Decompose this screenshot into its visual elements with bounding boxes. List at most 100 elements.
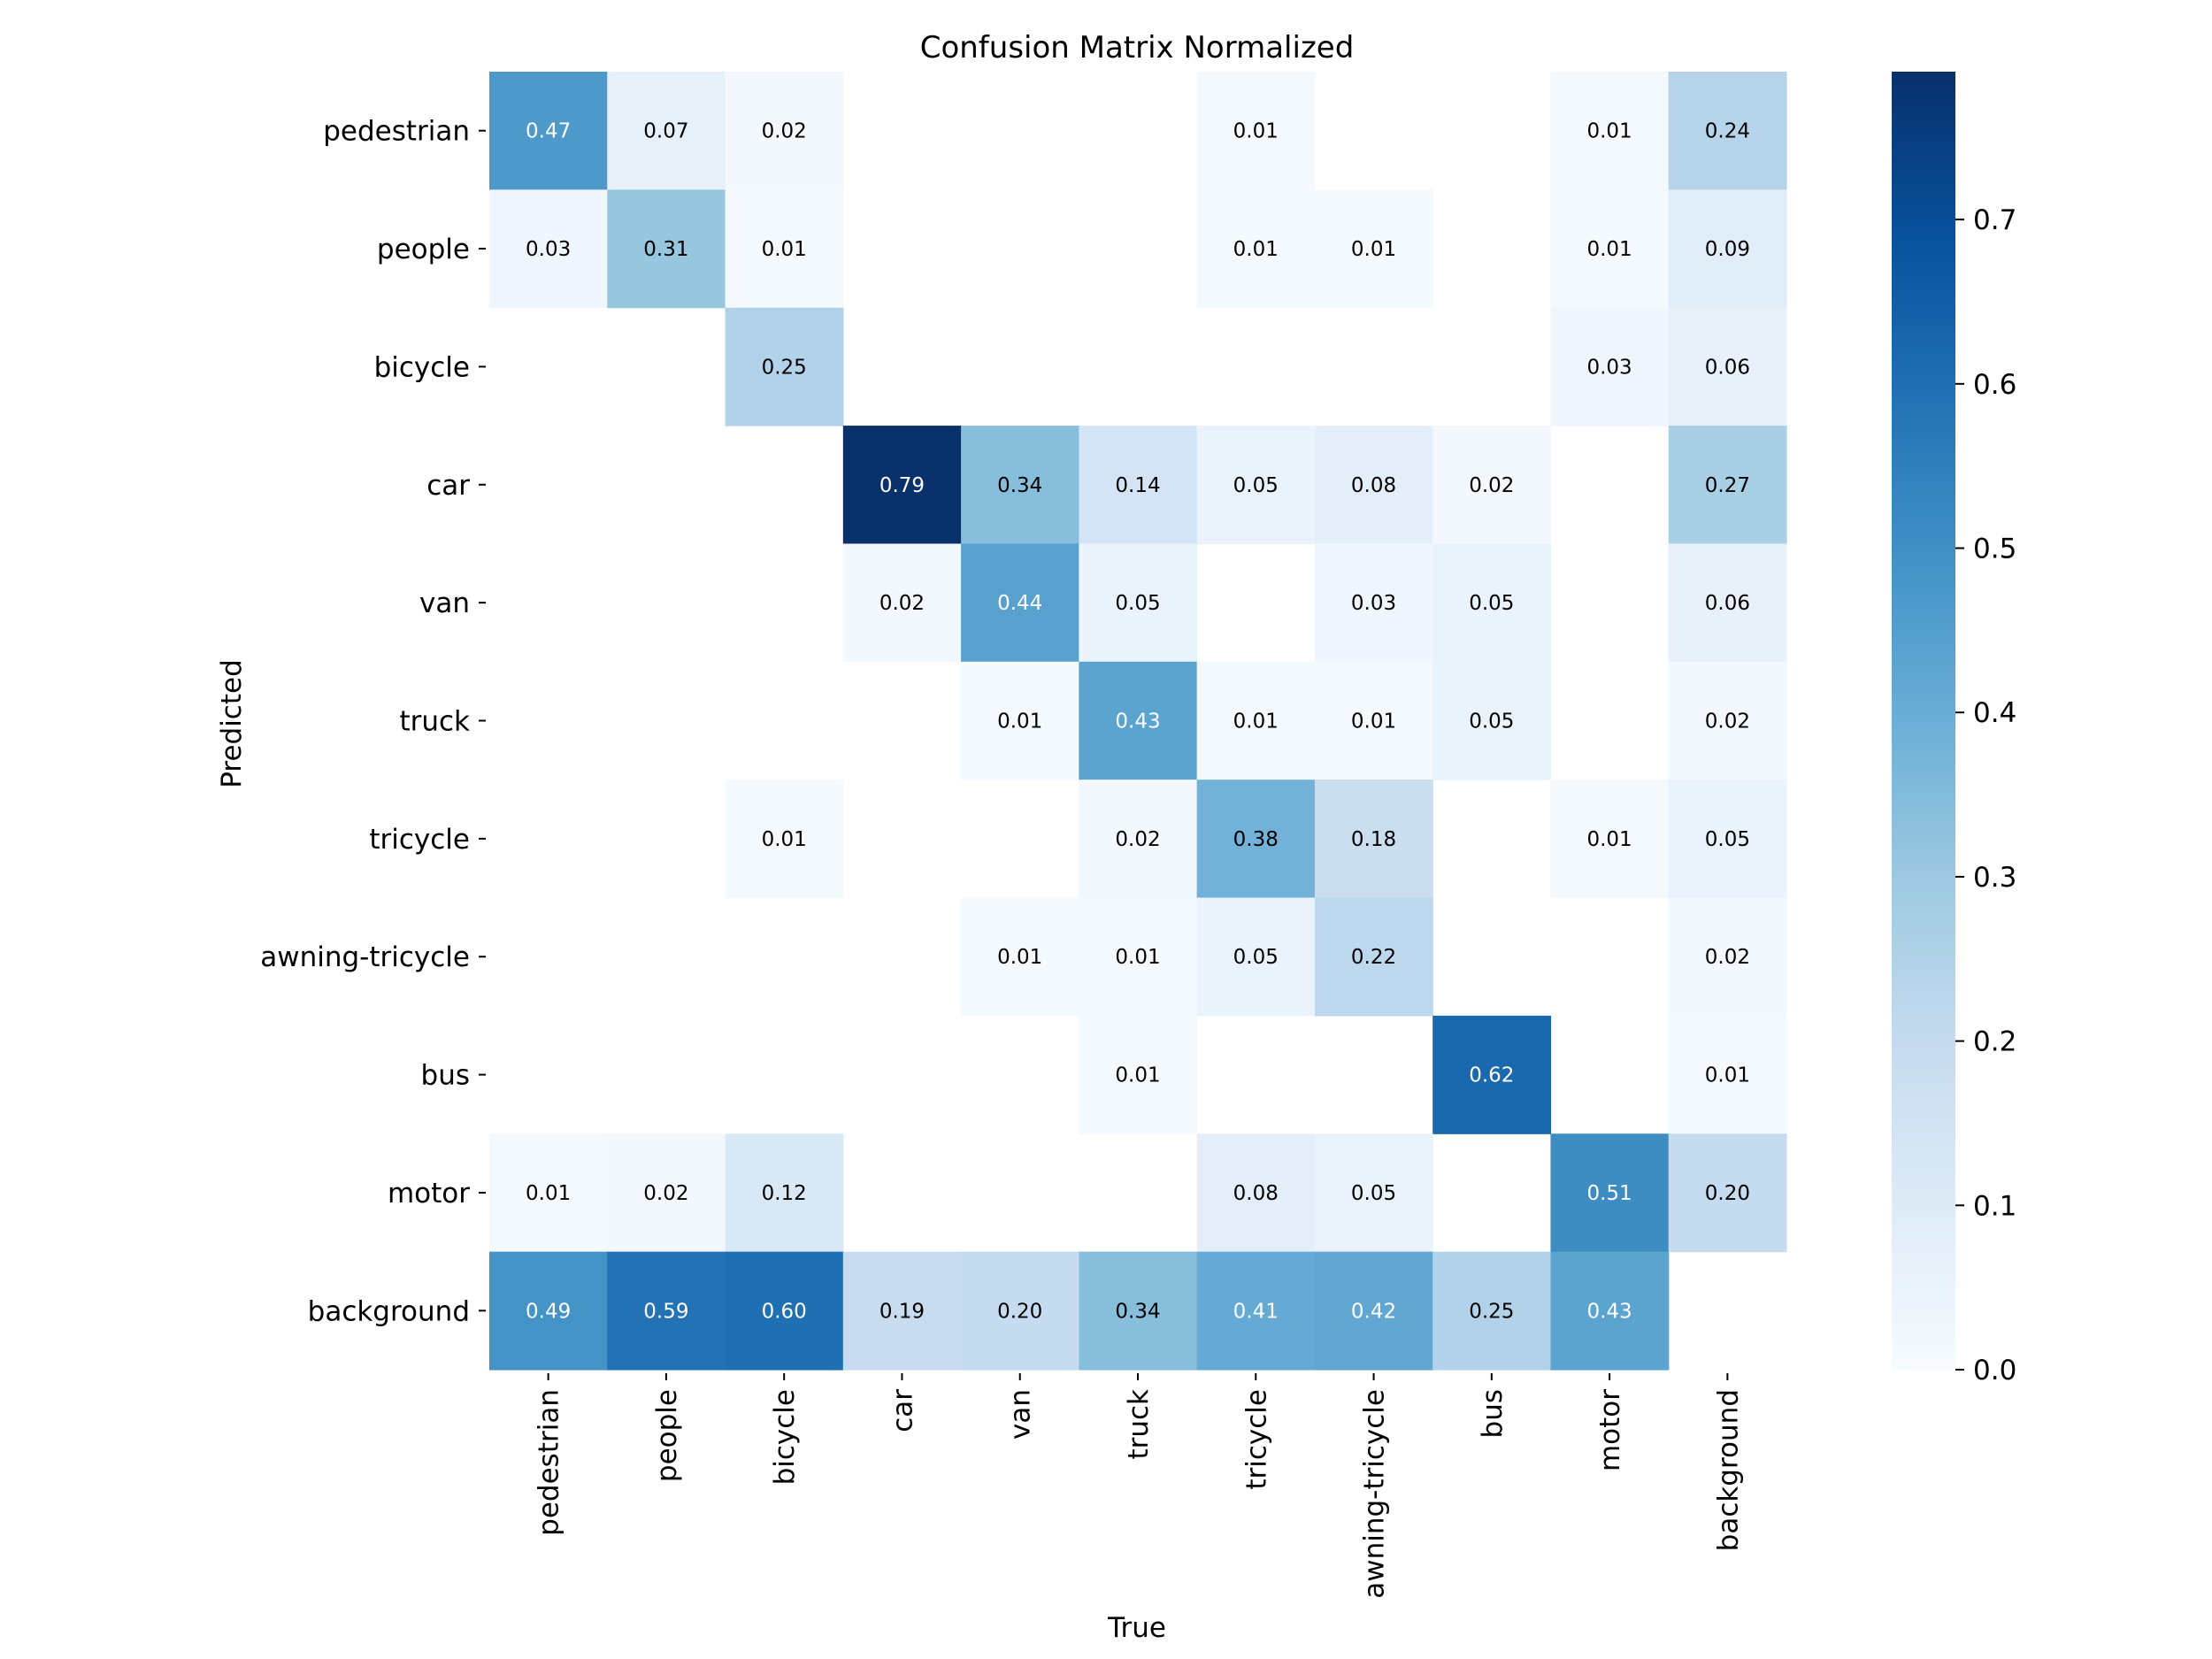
heatmap-cell: [1432, 661, 1552, 780]
heatmap-cell: [607, 72, 726, 190]
cell-value-label: 0.01: [997, 946, 1042, 969]
heatmap-cell: [1314, 897, 1433, 1017]
cell-value-label: 0.09: [1705, 238, 1750, 261]
heatmap-cell: [1432, 1251, 1552, 1371]
cell-value-label: 0.01: [1233, 238, 1279, 261]
heatmap-cell: [489, 1251, 608, 1371]
heatmap-cell: [725, 780, 844, 899]
cell-value-label: 0.02: [1115, 828, 1160, 851]
cell-value-label: 0.08: [1233, 1182, 1279, 1205]
cell-value-label: 0.05: [1115, 592, 1160, 615]
heatmap-cell: [1432, 1015, 1552, 1134]
cell-value-label: 0.43: [1586, 1300, 1632, 1323]
heatmap-cell: [1196, 189, 1316, 309]
cell-value-label: 0.49: [526, 1300, 571, 1323]
heatmap-cell: [725, 189, 844, 309]
heatmap-cell: [1079, 543, 1198, 663]
cell-value-label: 0.01: [1351, 238, 1396, 261]
cell-value-label: 0.38: [1233, 828, 1279, 851]
cell-value-label: 0.03: [526, 238, 571, 261]
cell-value-label: 0.59: [643, 1300, 688, 1323]
heatmap-cell: [1432, 426, 1552, 545]
heatmap-cell: [1668, 426, 1787, 545]
cell-value-label: 0.02: [762, 120, 807, 143]
heatmap-cell: [1079, 1251, 1198, 1371]
heatmap-cell: [1668, 897, 1787, 1017]
heatmap-cell: [1196, 72, 1316, 190]
heatmap-cell: [1668, 543, 1787, 663]
cell-value-label: 0.62: [1469, 1064, 1514, 1087]
cell-value-label: 0.03: [1351, 592, 1396, 615]
heatmap-cell: [1668, 307, 1787, 426]
cell-value-label: 0.01: [1115, 946, 1160, 969]
cell-value-label: 0.44: [997, 592, 1042, 615]
cell-value-label: 0.01: [1705, 1064, 1750, 1087]
heatmap-cell: [1314, 189, 1433, 309]
heatmap-cell: [1550, 307, 1670, 426]
cell-value-label: 0.05: [1705, 828, 1750, 851]
heatmap-cell: [1196, 1251, 1316, 1371]
cell-value-label: 0.60: [762, 1300, 807, 1323]
chart-title: Confusion Matrix Normalized: [920, 30, 1355, 65]
cell-value-label: 0.19: [879, 1300, 925, 1323]
y-tick-label: bicycle: [374, 351, 470, 383]
cell-value-label: 0.05: [1233, 946, 1279, 969]
cell-value-label: 0.02: [1469, 474, 1514, 497]
cell-value-label: 0.25: [762, 356, 807, 379]
cell-value-label: 0.02: [643, 1182, 688, 1205]
heatmap-cell: [1079, 661, 1198, 780]
colorbar-tick-label: 0.2: [1973, 1026, 2016, 1058]
x-tick-label: tricycle: [1240, 1389, 1272, 1490]
cell-value-label: 0.02: [1705, 710, 1750, 733]
heatmap-cell: [1079, 1015, 1198, 1134]
colorbar-ticks: 0.0 0.1 0.2 0.3 0.4 0.5 0.6 0.7: [1955, 204, 2016, 1386]
heatmap-cell: [607, 1251, 726, 1371]
heatmap-cell: [1196, 780, 1316, 899]
cell-value-label: 0.01: [1115, 1064, 1160, 1087]
y-tick-label: background: [308, 1295, 470, 1327]
y-tick-label: pedestrian: [323, 116, 470, 148]
heatmap-cell: [607, 1133, 726, 1253]
heatmap-cell: [1079, 426, 1198, 545]
colorbar-tick-label: 0.6: [1973, 369, 2016, 401]
x-tick-label: truck: [1123, 1389, 1155, 1460]
heatmap-cell: [1668, 1015, 1787, 1134]
heatmap-cell: [725, 1251, 844, 1371]
cell-value-label: 0.01: [1586, 120, 1632, 143]
cell-value-label: 0.01: [1351, 710, 1396, 733]
heatmap-cell: [961, 661, 1079, 780]
cell-value-label: 0.01: [1586, 238, 1632, 261]
x-tick-label: pedestrian: [534, 1389, 565, 1536]
heatmap-cell: [842, 1251, 962, 1371]
heatmap-cell: [725, 1133, 844, 1253]
heatmap-cell: [961, 1251, 1079, 1371]
heatmap-cell: [1550, 189, 1670, 309]
y-tick-label: van: [419, 588, 470, 619]
x-tick-label: van: [1005, 1389, 1037, 1440]
heatmap-cell: [725, 72, 844, 190]
cell-value-label: 0.34: [997, 474, 1042, 497]
cell-value-label: 0.01: [762, 238, 807, 261]
cell-value-label: 0.05: [1469, 710, 1514, 733]
colorbar-tick-label: 0.3: [1973, 862, 2016, 894]
heatmap-cell: [1668, 72, 1787, 190]
heatmap-cell: [1196, 897, 1316, 1017]
heatmap-cell: [1079, 780, 1198, 899]
cell-value-label: 0.20: [1705, 1182, 1750, 1205]
heatmap-cell: [1668, 189, 1787, 309]
x-tick-label: background: [1712, 1389, 1744, 1551]
heatmap-cell: [1314, 1133, 1433, 1253]
cell-value-label: 0.42: [1351, 1300, 1396, 1323]
x-axis-ticks: pedestrian people bicycle car van truck tricyc…: [534, 1373, 1744, 1599]
heatmap-cell: [1314, 661, 1433, 780]
heatmap-cell: [1550, 1133, 1670, 1253]
y-tick-label: car: [426, 470, 470, 502]
cell-value-label: 0.01: [1233, 710, 1279, 733]
y-tick-label: truck: [399, 706, 470, 738]
cell-value-label: 0.20: [997, 1300, 1042, 1323]
heatmap-cell: [961, 426, 1079, 545]
heatmap-cell: [607, 189, 726, 309]
y-tick-label: motor: [388, 1178, 470, 1210]
cell-value-label: 0.01: [1233, 120, 1279, 143]
x-tick-label: car: [887, 1389, 918, 1432]
